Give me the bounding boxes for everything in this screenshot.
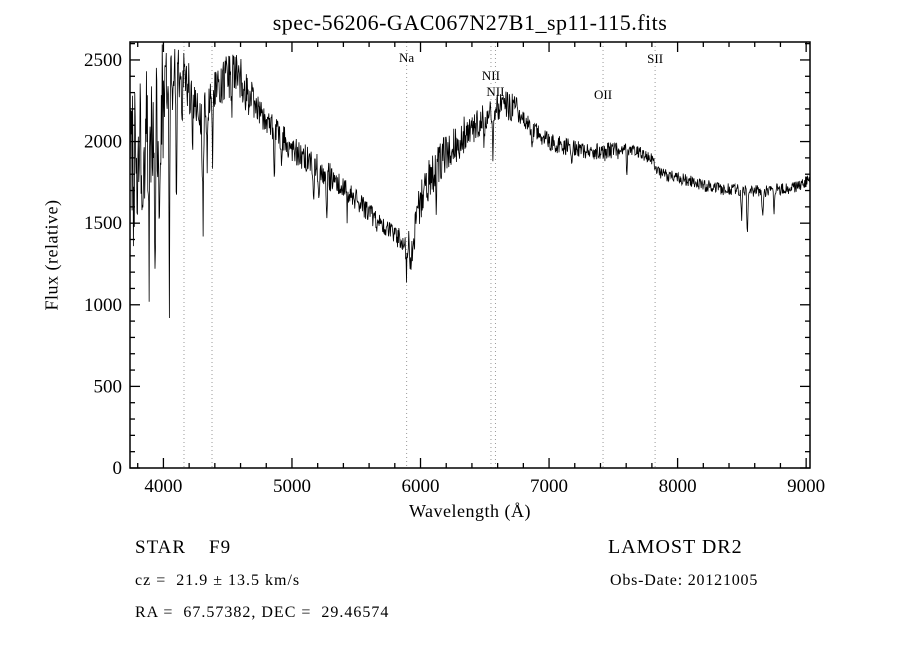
plot-frame (129, 41, 811, 469)
y-tick-label: 2500 (84, 50, 122, 71)
spectral-line-label: Na (399, 50, 414, 65)
survey-label: LAMOST DR2 (608, 536, 743, 558)
reference-line: SII (647, 42, 663, 468)
x-tick-label: 9000 (787, 476, 825, 497)
x-axis-label: Wavelength (Å) (408, 501, 531, 521)
y-tick-label: 2000 (84, 132, 122, 153)
x-tick-label: 8000 (659, 476, 697, 497)
y-tick-label: 0 (113, 458, 123, 479)
y-tick-label: 1000 (84, 295, 122, 316)
spectral-line-label: OII (594, 87, 612, 102)
object-class-label: STAR F9 (135, 537, 232, 558)
x-tick-label: 7000 (530, 476, 568, 497)
y-tick-label: 500 (94, 376, 123, 397)
ra-dec-value: RA = 67.57382, DEC = 29.46574 (135, 604, 390, 621)
y-tick-label: 1500 (84, 213, 122, 234)
plot-title: spec-56206-GAC067N27B1_sp11-115.fits (272, 10, 668, 35)
spectral-line-label: NII (482, 68, 500, 83)
cz-value: cz = 21.9 ± 13.5 km/s (135, 572, 301, 589)
obs-date-value: Obs-Date: 20121005 (610, 572, 759, 589)
reference-line: NII (486, 42, 504, 468)
y-axis-label: Flux (relative) (41, 199, 62, 311)
spectral-line-label: SII (647, 51, 663, 66)
reference-line: Na (399, 42, 414, 468)
reference-line: OII (594, 42, 612, 468)
spectrum-trace (129, 44, 811, 318)
reference-line: NII (482, 42, 500, 468)
spectral-line-label: NII (486, 84, 504, 99)
x-tick-label: 4000 (144, 476, 182, 497)
x-tick-label: 5000 (273, 476, 311, 497)
x-tick-label: 6000 (402, 476, 440, 497)
